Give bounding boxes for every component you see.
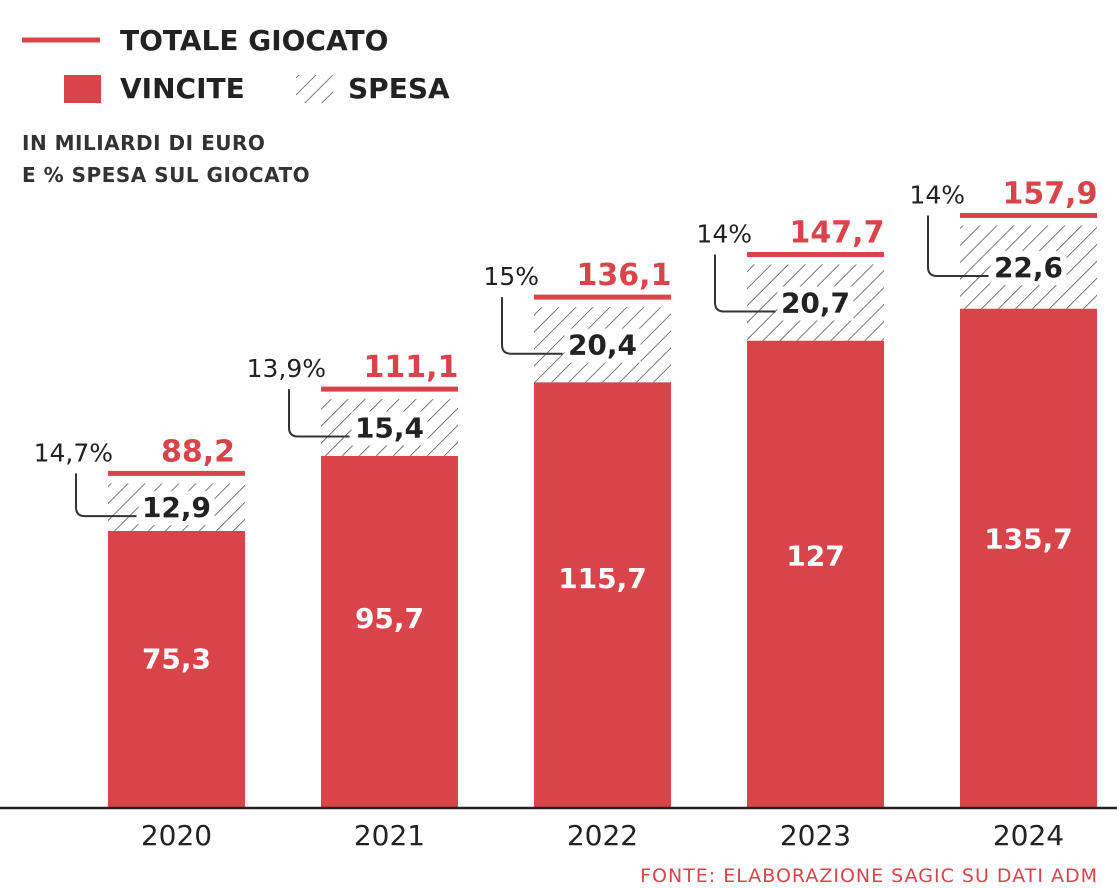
spend-share-label: 14% — [696, 219, 752, 248]
bar-group-2022: 115,7 20,4 136,1 15% — [483, 258, 671, 808]
wins-bar-2022 — [534, 382, 671, 808]
leader-line — [75, 473, 137, 518]
spend-value-label: 20,4 — [568, 329, 637, 362]
spend-label-background — [777, 286, 854, 321]
total-value-label: 157,9 — [1003, 176, 1098, 211]
x-axis-tick-labels: 2020 2021 2022 2023 2024 — [141, 819, 1064, 852]
source-note: FONTE: ELABORAZIONE SAGIC SU DATI ADM — [640, 865, 1098, 887]
leader-line — [501, 297, 563, 355]
leader-line — [714, 254, 776, 313]
x-tick-label-2021: 2021 — [354, 819, 425, 852]
wins-bar-2023 — [747, 340, 884, 808]
spend-share-label: 14,7% — [34, 438, 113, 467]
spend-value-label: 12,9 — [142, 491, 211, 524]
legend-spend-label: SPESA — [348, 72, 450, 105]
spend-value-label: 15,4 — [355, 411, 424, 444]
total-value-label: 136,1 — [577, 258, 672, 293]
leader-line — [927, 215, 989, 278]
bar-group-2020: 75,3 12,9 88,2 14,7% — [34, 434, 245, 808]
bar-group-2023: 127 20,7 147,7 14% — [696, 215, 884, 808]
wins-value-label: 95,7 — [355, 602, 424, 635]
total-value-label: 111,1 — [364, 350, 459, 385]
legend-spend-swatch — [296, 75, 333, 103]
legend: TOTALE GIOCATO VINCITE SPESA — [22, 24, 450, 105]
total-value-label: 88,2 — [161, 434, 235, 469]
legend-total-label: TOTALE GIOCATO — [120, 24, 388, 57]
wins-value-label: 135,7 — [984, 522, 1073, 555]
wins-bar-2021 — [321, 455, 458, 808]
wins-value-label: 75,3 — [142, 642, 211, 675]
legend-wins-swatch — [64, 75, 101, 103]
bar-group-2021: 95,7 15,4 111,1 13,9% — [247, 350, 459, 808]
x-tick-label-2023: 2023 — [780, 819, 851, 852]
spend-value-label: 20,7 — [781, 287, 850, 320]
leader-line — [288, 389, 350, 438]
x-tick-label-2024: 2024 — [993, 819, 1064, 852]
x-tick-label-2020: 2020 — [141, 819, 212, 852]
spend-label-background — [351, 411, 428, 446]
spend-share-label: 13,9% — [247, 354, 326, 383]
spend-label-background — [138, 491, 215, 526]
wins-bar-2024 — [960, 308, 1097, 808]
spend-value-label: 22,6 — [994, 251, 1063, 284]
subtitle: IN MILIARDI DI EURO E % SPESA SUL GIOCAT… — [22, 131, 310, 187]
legend-wins-label: VINCITE — [120, 72, 245, 105]
wins-value-label: 127 — [786, 540, 844, 573]
bars-group: 75,3 12,9 88,2 14,7% 95,7 15,4 111,1 13,9% 115,7… — [34, 176, 1097, 808]
subtitle-line-1: IN MILIARDI DI EURO — [22, 131, 265, 155]
x-tick-label-2022: 2022 — [567, 819, 638, 852]
bar-group-2024: 135,7 22,6 157,9 14% — [909, 176, 1097, 808]
spend-share-label: 14% — [909, 180, 965, 209]
total-value-label: 147,7 — [790, 215, 885, 250]
subtitle-line-2: E % SPESA SUL GIOCATO — [22, 163, 310, 187]
spend-label-background — [564, 328, 641, 363]
wins-bar-2020 — [108, 530, 245, 808]
spend-share-label: 15% — [483, 262, 539, 291]
spend-label-background — [990, 251, 1067, 286]
wins-value-label: 115,7 — [558, 562, 647, 595]
